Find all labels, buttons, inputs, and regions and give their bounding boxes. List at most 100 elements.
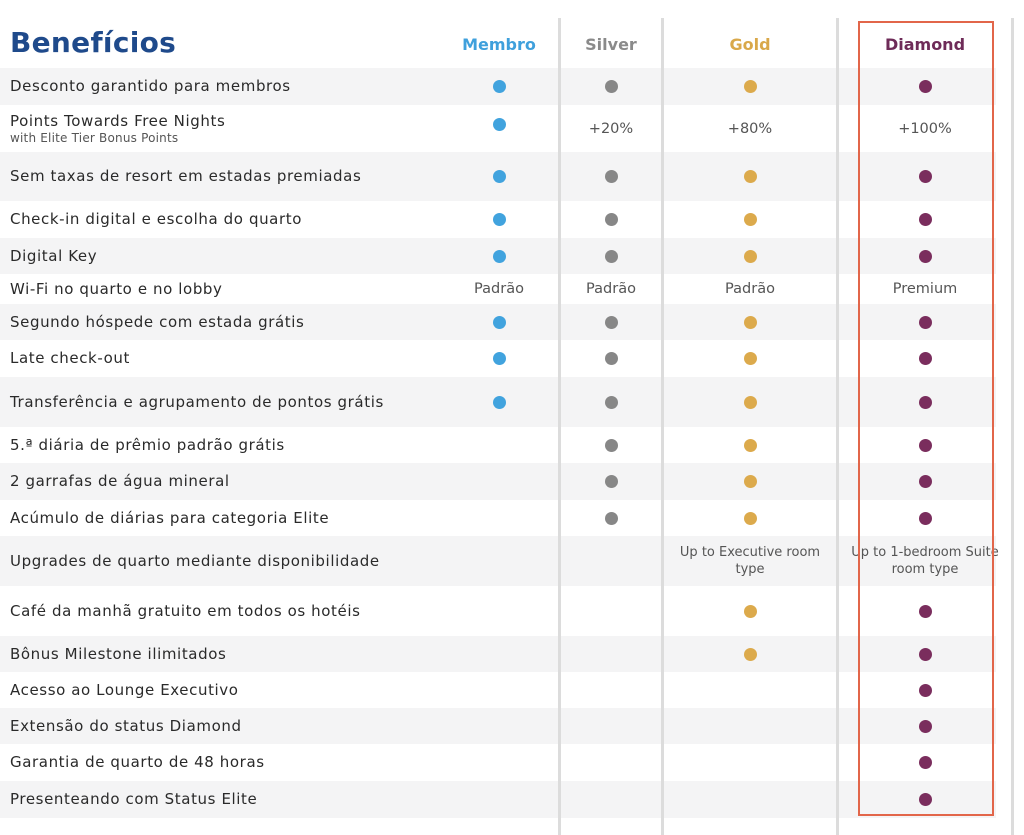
benefit-cell-silver (561, 340, 661, 377)
benefit-cell-silver (561, 201, 661, 238)
benefit-label: Transferência e agrupamento de pontos gr… (10, 377, 430, 427)
benefit-name: Acesso ao Lounge Executivo (10, 680, 239, 699)
benefit-cell-diamond (850, 427, 1000, 463)
benefit-label: Late check-out (10, 340, 430, 377)
benefit-cell-silver (561, 427, 661, 463)
included-dot-icon (743, 80, 757, 93)
table-row: Presenteando com Status Elite (0, 781, 996, 818)
included-dot-icon (743, 170, 757, 183)
benefit-name: Segundo hóspede com estada grátis (10, 312, 305, 331)
included-dot-icon (604, 511, 618, 525)
included-dot-icon (604, 249, 618, 263)
benefit-value-gold: Up to Executive room type (679, 545, 821, 577)
page-title: Benefícios (10, 26, 177, 59)
tier-header-membro: Membro (462, 34, 536, 54)
table-row: Garantia de quarto de 48 horas (0, 744, 996, 781)
benefit-cell-diamond (850, 238, 1000, 274)
included-dot-icon (743, 438, 757, 452)
included-dot-icon (918, 438, 932, 452)
included-dot-icon (743, 249, 757, 263)
benefit-name: Acúmulo de diárias para categoria Elite (10, 508, 330, 527)
benefit-cell-membro (439, 105, 559, 152)
benefit-value-diamond: +100% (898, 120, 952, 137)
benefit-cell-silver (561, 152, 661, 201)
included-dot-icon (492, 213, 506, 226)
table-row: Upgrades de quarto mediante disponibilid… (0, 536, 999, 586)
included-dot-icon (743, 213, 757, 226)
benefit-label: Acúmulo de diárias para categoria Elite (10, 500, 430, 536)
included-dot-icon (743, 647, 757, 661)
table-row: Bônus Milestone ilimitados (0, 636, 996, 672)
included-dot-icon (492, 118, 506, 131)
benefit-cell-diamond (850, 463, 1000, 500)
benefit-cell-gold (665, 463, 835, 500)
included-dot-icon (604, 80, 618, 93)
benefit-cell-silver (561, 304, 661, 340)
benefit-cell-gold (665, 427, 835, 463)
included-dot-icon (492, 170, 506, 183)
benefit-label: 5.ª diária de prêmio padrão grátis (10, 427, 430, 463)
benefit-name: Presenteando com Status Elite (10, 790, 258, 808)
tier-header-silver: Silver (585, 34, 637, 54)
benefit-cell-diamond (850, 201, 1000, 238)
column-divider (558, 18, 561, 835)
benefit-label: Sem taxas de resort em estadas premiadas (10, 152, 430, 201)
benefit-cell-gold (665, 340, 835, 377)
table-row: Wi-Fi no quarto e no lobby Padrão Padrão Pa… (0, 274, 996, 304)
benefit-name: Sem taxas de resort em estadas premiadas (10, 167, 362, 185)
included-dot-icon (918, 793, 932, 806)
included-dot-icon (604, 352, 618, 365)
benefit-value-gold: Padrão (725, 281, 775, 297)
benefit-label: Wi-Fi no quarto e no lobby (10, 274, 430, 304)
benefit-cell-diamond (850, 636, 1000, 672)
tier-header-diamond: Diamond (884, 34, 966, 54)
included-dot-icon (918, 683, 932, 697)
included-dot-icon (918, 352, 932, 365)
benefit-label: Presenteando com Status Elite (10, 781, 430, 818)
benefit-cell-diamond (850, 672, 1000, 708)
included-dot-icon (918, 315, 932, 329)
benefit-cell-diamond (850, 304, 1000, 340)
table-row: 5.ª diária de prêmio padrão grátis (0, 427, 996, 463)
included-dot-icon (492, 80, 506, 93)
benefit-cell-gold (665, 68, 835, 105)
included-dot-icon (492, 395, 506, 409)
benefit-cell-membro (439, 238, 559, 274)
included-dot-icon (743, 511, 757, 525)
benefit-value-silver: Padrão (586, 281, 636, 297)
benefit-label: 2 garrafas de água mineral (10, 463, 430, 500)
included-dot-icon (743, 315, 757, 329)
benefit-label: Check-in digital e escolha do quarto (10, 201, 430, 238)
benefit-cell-diamond (850, 500, 1000, 536)
benefit-value-membro: Padrão (474, 281, 524, 297)
table-row: Check-in digital e escolha do quarto (0, 201, 996, 238)
table-row: Sem taxas de resort em estadas premiadas (0, 152, 996, 201)
included-dot-icon (743, 395, 757, 409)
included-dot-icon (918, 249, 932, 263)
benefit-name: Transferência e agrupamento de pontos gr… (10, 392, 384, 411)
table-row: Late check-out (0, 340, 996, 377)
benefit-sublabel: with Elite Tier Bonus Points (10, 131, 179, 145)
benefit-cell-gold (665, 500, 835, 536)
table-row: Segundo hóspede com estada grátis (0, 304, 996, 340)
table-row: 2 garrafas de água mineral (0, 463, 996, 500)
benefit-name: Digital Key (10, 246, 98, 265)
included-dot-icon (604, 213, 618, 226)
benefit-name: Upgrades de quarto mediante disponibilid… (10, 551, 380, 570)
benefit-name: Points Towards Free Nights (10, 112, 226, 130)
benefit-value-silver: +20% (588, 120, 634, 137)
included-dot-icon (918, 395, 932, 409)
included-dot-icon (918, 719, 932, 733)
benefit-cell-silver (561, 500, 661, 536)
benefit-cell-silver (561, 377, 661, 427)
table-row: Desconto garantido para membros (0, 68, 996, 105)
benefit-name: Extensão do status Diamond (10, 716, 242, 735)
benefit-cell-gold (665, 238, 835, 274)
benefit-cell-diamond (850, 340, 1000, 377)
benefit-cell-membro (439, 68, 559, 105)
benefit-name: Café da manhã gratuito em todos os hotéi… (10, 601, 361, 620)
benefit-label: Garantia de quarto de 48 horas (10, 744, 430, 781)
table-row: Transferência e agrupamento de pontos gr… (0, 377, 996, 427)
benefit-name: 5.ª diária de prêmio padrão grátis (10, 435, 285, 454)
benefit-cell-silver (561, 68, 661, 105)
